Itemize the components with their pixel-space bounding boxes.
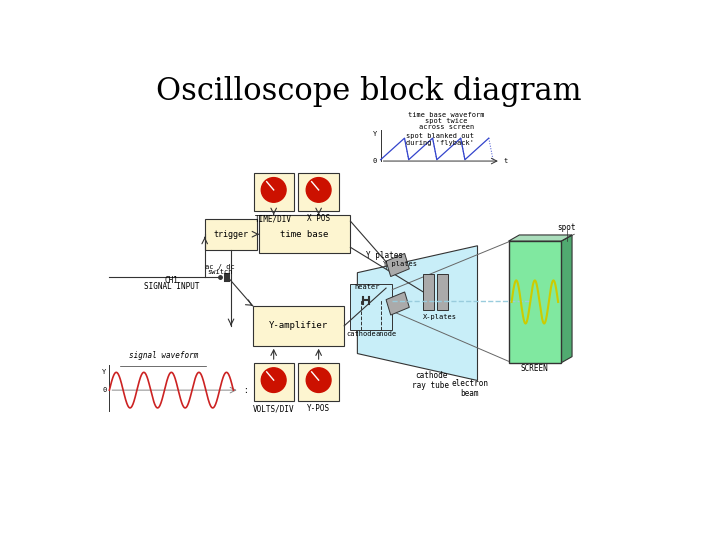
Bar bbox=[253, 306, 344, 346]
Text: Y: Y bbox=[372, 131, 377, 137]
Polygon shape bbox=[561, 235, 572, 363]
Text: 0: 0 bbox=[102, 387, 107, 393]
Text: X-plates: X-plates bbox=[423, 314, 457, 320]
Polygon shape bbox=[386, 253, 409, 276]
Text: Y: Y bbox=[102, 369, 107, 375]
Text: electron
beam: electron beam bbox=[451, 379, 488, 398]
Text: switch: switch bbox=[207, 269, 233, 275]
Bar bbox=[253, 173, 294, 211]
Text: CH1: CH1 bbox=[164, 276, 179, 285]
Polygon shape bbox=[386, 292, 409, 315]
Text: Y-amplifier: Y-amplifier bbox=[269, 321, 328, 330]
Circle shape bbox=[306, 178, 331, 202]
Text: Oscilloscope block diagram: Oscilloscope block diagram bbox=[156, 76, 582, 107]
Circle shape bbox=[261, 178, 286, 202]
Bar bbox=[350, 284, 392, 330]
Text: cathode: cathode bbox=[346, 332, 376, 338]
Text: anode: anode bbox=[375, 332, 397, 338]
Bar bbox=[299, 363, 339, 401]
Text: spot: spot bbox=[557, 223, 576, 232]
Bar bbox=[423, 274, 434, 309]
Text: time base waveform: time base waveform bbox=[408, 112, 485, 118]
Text: :: : bbox=[243, 386, 247, 395]
Text: cathode
ray tube: cathode ray tube bbox=[413, 371, 449, 390]
Circle shape bbox=[261, 368, 286, 393]
Text: ac / dc: ac / dc bbox=[205, 264, 235, 269]
Text: signal waveform: signal waveform bbox=[129, 350, 198, 360]
Text: during 'flyback': during 'flyback' bbox=[406, 139, 474, 146]
Text: heater: heater bbox=[354, 284, 379, 289]
Text: SCREEN: SCREEN bbox=[521, 364, 549, 374]
Text: trigger: trigger bbox=[214, 230, 248, 239]
Text: Y-POS: Y-POS bbox=[307, 404, 330, 414]
Bar bbox=[204, 219, 258, 249]
Text: VOLTS/DIV: VOLTS/DIV bbox=[253, 404, 294, 414]
Bar bbox=[299, 173, 339, 211]
Bar bbox=[508, 241, 561, 363]
Bar bbox=[437, 274, 448, 309]
Text: spot blanked out: spot blanked out bbox=[406, 133, 474, 139]
Text: SIGNAL INPUT: SIGNAL INPUT bbox=[143, 282, 199, 291]
Text: time base: time base bbox=[281, 230, 329, 239]
Polygon shape bbox=[357, 246, 477, 381]
Text: across screen: across screen bbox=[419, 124, 474, 130]
Bar bbox=[253, 363, 294, 401]
Bar bbox=[259, 215, 351, 253]
Text: spot twice: spot twice bbox=[426, 118, 468, 124]
Text: TIME/DIV: TIME/DIV bbox=[255, 214, 292, 223]
Polygon shape bbox=[508, 235, 572, 241]
Text: Y plates: Y plates bbox=[383, 260, 417, 267]
Text: 0: 0 bbox=[372, 158, 377, 164]
Circle shape bbox=[306, 368, 331, 393]
Text: Y plates: Y plates bbox=[366, 252, 403, 260]
Text: t: t bbox=[504, 158, 508, 164]
Text: X POS: X POS bbox=[307, 214, 330, 223]
